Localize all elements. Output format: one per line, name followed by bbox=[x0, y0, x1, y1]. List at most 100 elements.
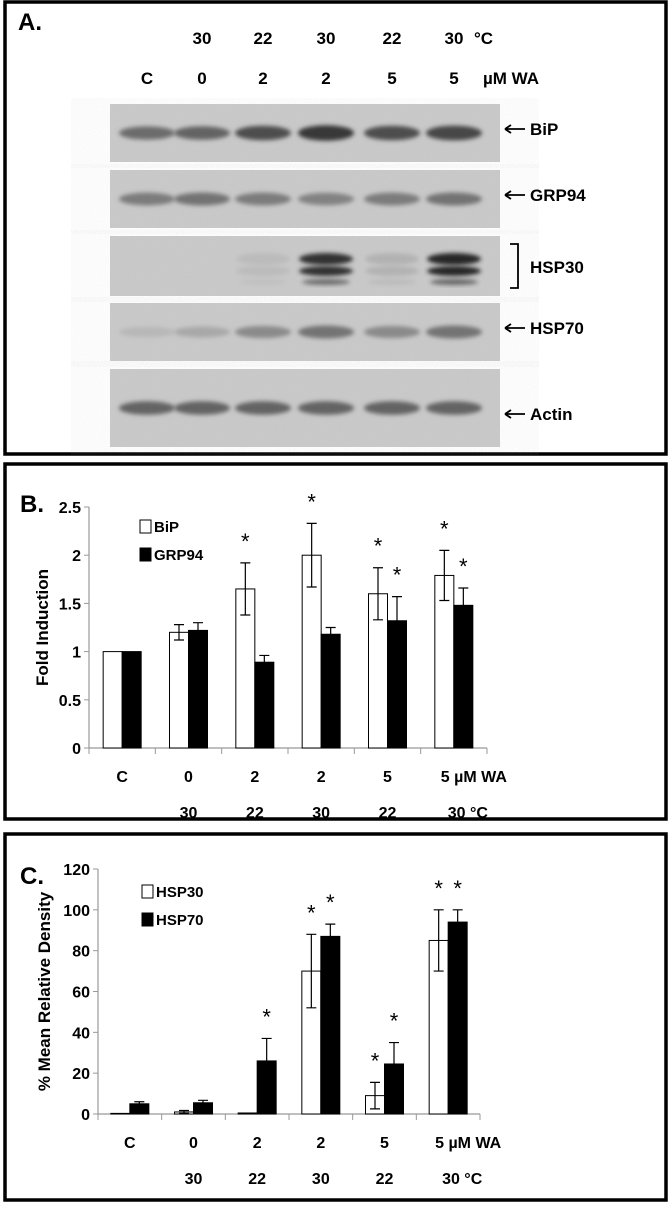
protein-band bbox=[427, 253, 481, 265]
error-bar bbox=[134, 1101, 145, 1107]
y-tick-label: 0.5 bbox=[59, 693, 81, 710]
error-bar bbox=[325, 626, 336, 642]
significance-star: * bbox=[326, 890, 335, 915]
arrow-marker bbox=[504, 124, 525, 134]
y-tick-label: 2.5 bbox=[59, 500, 81, 517]
x-category-label: 5 µM WA bbox=[441, 769, 508, 786]
x-category-label: 0 bbox=[184, 769, 193, 786]
protein-band bbox=[364, 325, 420, 339]
error-bar bbox=[174, 624, 184, 641]
bar-grp94 bbox=[453, 604, 474, 749]
lane-dose-label: C bbox=[141, 69, 153, 88]
protein-band bbox=[174, 126, 230, 140]
protein-band bbox=[364, 125, 420, 141]
blot-hsp30 bbox=[110, 236, 500, 296]
y-tick-label: 60 bbox=[72, 985, 90, 1002]
x-temp-label: 30 °C bbox=[442, 1171, 483, 1188]
bracket-marker bbox=[510, 243, 519, 289]
protein-band bbox=[235, 192, 291, 206]
protein-band bbox=[430, 279, 478, 285]
lane-dose-label: 2 bbox=[321, 69, 330, 88]
bar-hsp70 bbox=[447, 921, 468, 1115]
protein-band bbox=[299, 253, 353, 265]
y-tick-label: 100 bbox=[63, 903, 90, 920]
protein-band bbox=[302, 279, 350, 285]
error-bar bbox=[306, 522, 317, 588]
significance-star: * bbox=[440, 516, 449, 541]
protein-band bbox=[174, 401, 230, 415]
blot-label: HSP70 bbox=[530, 319, 584, 338]
lane-dose-label: 0 bbox=[197, 69, 206, 88]
blot-label: BiP bbox=[530, 120, 558, 139]
error-bar bbox=[325, 923, 336, 950]
bar-grp94 bbox=[121, 651, 142, 749]
legend-swatch-bip bbox=[139, 519, 152, 534]
lane-temp-label: 30 bbox=[317, 29, 336, 48]
error-bar bbox=[452, 909, 463, 935]
x-temp-label: 22 bbox=[376, 1171, 394, 1188]
protein-band bbox=[174, 192, 230, 206]
y-tick-label: 120 bbox=[63, 862, 90, 879]
x-category-label: C bbox=[124, 1135, 136, 1152]
bar-hsp30 bbox=[237, 1112, 258, 1115]
protein-band bbox=[119, 192, 175, 206]
lane-temp-label: 22 bbox=[254, 29, 273, 48]
y-tick-label: 40 bbox=[72, 1025, 90, 1042]
error-bar bbox=[198, 1099, 208, 1106]
x-category-label: 2 bbox=[317, 769, 326, 786]
x-temp-label: 30 bbox=[185, 1171, 203, 1188]
arrow-marker bbox=[504, 323, 525, 333]
dose-unit-label: µM WA bbox=[483, 69, 539, 88]
bar-bip bbox=[434, 574, 455, 749]
protein-band bbox=[235, 401, 291, 415]
x-category-label: 5 bbox=[383, 769, 392, 786]
y-tick-label: 20 bbox=[72, 1066, 90, 1083]
error-bar bbox=[373, 567, 383, 621]
error-bar bbox=[370, 1081, 380, 1110]
protein-band bbox=[235, 325, 291, 339]
blot-label: GRP94 bbox=[530, 186, 586, 205]
lane-temp-label: 30 bbox=[193, 29, 212, 48]
panel-a-frame bbox=[3, 0, 668, 456]
x-temp-label: 22 bbox=[248, 1171, 266, 1188]
x-category-label: 2 bbox=[250, 769, 259, 786]
lane-dose-label: 2 bbox=[258, 69, 267, 88]
y-tick-label: 2 bbox=[72, 548, 81, 565]
protein-band bbox=[236, 253, 290, 265]
protein-band bbox=[364, 401, 420, 415]
error-bar bbox=[240, 562, 251, 616]
protein-band bbox=[365, 266, 419, 276]
protein-band bbox=[119, 401, 175, 415]
error-bar bbox=[433, 909, 444, 972]
y-axis-label: Fold Induction bbox=[33, 569, 52, 686]
x-category-label: 2 bbox=[253, 1135, 262, 1152]
significance-star: * bbox=[459, 554, 468, 579]
lane-dose-label: 5 bbox=[387, 69, 396, 88]
panel-a-label: A. bbox=[18, 9, 42, 36]
legend-swatch-grp94 bbox=[139, 547, 152, 562]
x-temp-label: 30 bbox=[312, 1171, 330, 1188]
error-bar bbox=[389, 1041, 399, 1087]
legend-swatch-hsp30 bbox=[141, 884, 154, 899]
legend-label: BiP bbox=[154, 519, 179, 536]
x-category-label: 0 bbox=[189, 1135, 198, 1152]
protein-band bbox=[298, 125, 354, 141]
protein-band bbox=[298, 192, 354, 206]
lane-dose-label: 5 bbox=[449, 69, 458, 88]
y-axis-label: % Mean Relative Density bbox=[35, 891, 54, 1091]
lane-temp-label: 22 bbox=[383, 29, 402, 48]
significance-star: * bbox=[393, 563, 402, 588]
protein-band bbox=[426, 325, 482, 339]
bar-hsp30 bbox=[110, 1112, 131, 1115]
x-temp-label: 22 bbox=[246, 805, 264, 822]
arrow-marker bbox=[504, 409, 525, 419]
panel-b-frame bbox=[3, 462, 668, 821]
error-bar bbox=[392, 596, 402, 646]
error-bar bbox=[179, 1109, 189, 1114]
significance-star: * bbox=[371, 1048, 380, 1073]
x-temp-label: 22 bbox=[379, 805, 397, 822]
protein-band bbox=[365, 253, 419, 265]
y-tick-label: 1 bbox=[72, 645, 81, 662]
